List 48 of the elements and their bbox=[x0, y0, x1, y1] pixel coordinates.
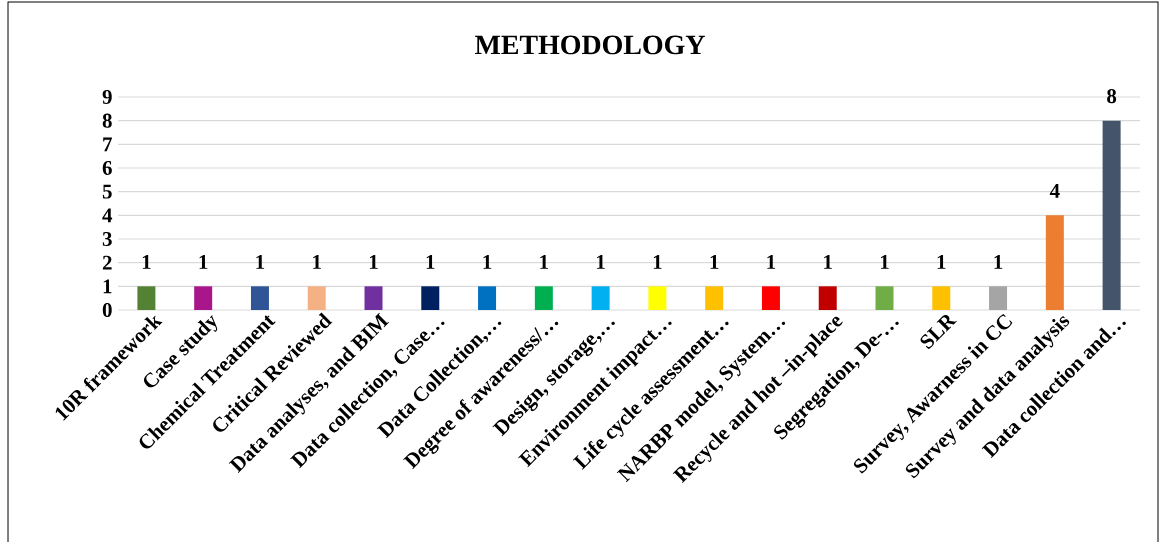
bar bbox=[364, 286, 383, 310]
data-label: 1 bbox=[313, 254, 321, 269]
bar bbox=[1045, 215, 1064, 310]
data-label: 8 bbox=[1107, 89, 1117, 104]
data-label: 1 bbox=[540, 254, 548, 269]
bar bbox=[421, 286, 440, 310]
data-label: 1 bbox=[256, 254, 265, 269]
y-tick-label: 5 bbox=[102, 184, 112, 199]
y-tick-label: 1 bbox=[103, 279, 112, 294]
bar bbox=[250, 286, 269, 310]
bar bbox=[137, 286, 156, 310]
x-tick-label: SLR bbox=[920, 314, 957, 350]
y-tick-label: 3 bbox=[102, 231, 112, 247]
data-label: 1 bbox=[994, 254, 1003, 269]
data-label: 1 bbox=[653, 254, 662, 269]
y-tick-label: 9 bbox=[102, 89, 112, 105]
bar bbox=[648, 286, 667, 310]
data-label: 1 bbox=[937, 254, 946, 269]
bar bbox=[194, 286, 213, 310]
bar bbox=[761, 286, 780, 310]
bar bbox=[932, 286, 951, 310]
bar bbox=[705, 286, 724, 310]
bar bbox=[534, 286, 553, 310]
bar bbox=[818, 286, 837, 310]
data-label: 4 bbox=[1049, 184, 1060, 198]
data-label: 1 bbox=[483, 254, 492, 269]
bar bbox=[989, 286, 1008, 310]
y-tick-label: 2 bbox=[102, 255, 112, 270]
data-label: 1 bbox=[426, 254, 435, 269]
y-tick-label: 8 bbox=[102, 113, 112, 128]
y-tick-label: 4 bbox=[102, 208, 113, 223]
chart-title: METHODOLOGY bbox=[475, 35, 705, 55]
data-label: 1 bbox=[710, 254, 719, 269]
bar bbox=[307, 286, 326, 310]
y-tick-label: 7 bbox=[103, 137, 112, 152]
data-label: 1 bbox=[597, 254, 605, 269]
y-tick-label: 6 bbox=[102, 160, 112, 176]
data-label: 1 bbox=[142, 254, 151, 269]
bar bbox=[875, 286, 894, 310]
data-label: 1 bbox=[199, 254, 208, 269]
bar bbox=[591, 286, 610, 310]
bar bbox=[478, 286, 497, 310]
bar bbox=[1102, 120, 1121, 310]
y-tick-label: 0 bbox=[102, 302, 112, 318]
data-label: 1 bbox=[369, 254, 378, 269]
data-label: 1 bbox=[824, 254, 832, 269]
data-label: 1 bbox=[880, 254, 889, 269]
data-label: 1 bbox=[767, 254, 776, 269]
